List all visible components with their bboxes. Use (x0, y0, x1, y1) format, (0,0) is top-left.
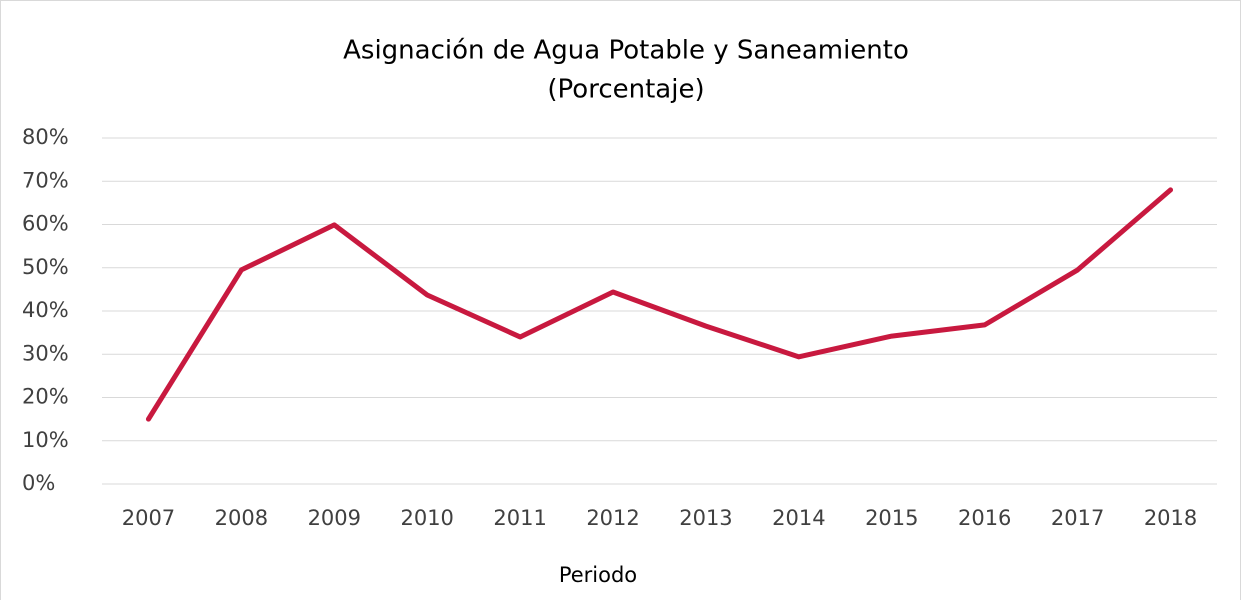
x-tick-label: 2016 (958, 506, 1011, 530)
y-tick-label: 0% (22, 471, 55, 495)
x-tick-label: 2007 (122, 506, 175, 530)
y-tick-label: 30% (22, 341, 69, 365)
y-tick-label: 20% (22, 385, 69, 409)
x-tick-label: 2015 (865, 506, 918, 530)
x-tick-label: 2017 (1051, 506, 1104, 530)
y-tick-label: 40% (22, 298, 69, 322)
y-tick-label: 10% (22, 428, 69, 452)
y-tick-label: 60% (22, 212, 69, 236)
x-axis-label: Periodo (559, 563, 637, 587)
x-tick-label: 2012 (586, 506, 639, 530)
y-tick-label: 80% (22, 125, 69, 149)
x-tick-label: 2011 (493, 506, 546, 530)
y-tick-label: 50% (22, 255, 69, 279)
chart-subtitle: (Porcentaje) (547, 75, 704, 105)
x-tick-label: 2010 (400, 506, 453, 530)
data-line (145, 187, 1174, 422)
chart-title: Asignación de Agua Potable y Saneamiento (343, 36, 909, 66)
x-tick-label: 2013 (679, 506, 732, 530)
x-tick-label: 2008 (215, 506, 268, 530)
x-tick-label: 2014 (772, 506, 825, 530)
x-tick-label: 2018 (1144, 506, 1197, 530)
x-tick-label: 2009 (308, 506, 361, 530)
y-tick-label: 70% (22, 168, 69, 192)
